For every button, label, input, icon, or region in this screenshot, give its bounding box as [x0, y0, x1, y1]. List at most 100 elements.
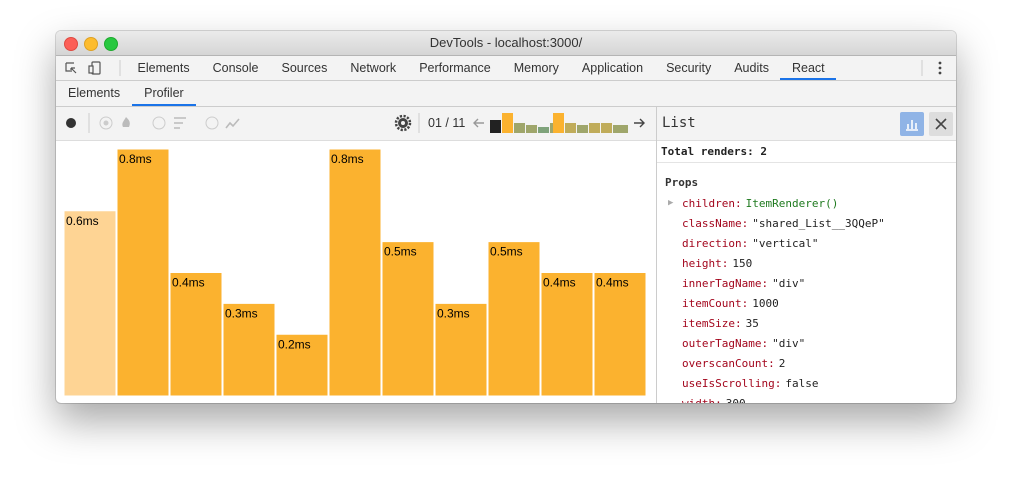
prop-name: children: [682, 197, 742, 210]
prop-name: overscanCount: [682, 357, 775, 370]
inspect-icon[interactable] [65, 62, 77, 74]
props-heading: Props [665, 176, 699, 189]
radio-dot [103, 120, 109, 126]
commit [589, 123, 600, 133]
prop-value: 150 [732, 257, 753, 270]
bar-label: 0.4ms [172, 276, 205, 290]
bar[interactable] [593, 272, 647, 397]
prop-value: false [785, 377, 819, 390]
prop-value: "div" [772, 277, 806, 290]
commit [502, 113, 513, 133]
devtools-window: DevTools - localhost:3000/ Elements Conso… [56, 31, 956, 403]
zoom-button[interactable] [104, 37, 118, 51]
bar-label: 0.8ms [119, 152, 152, 166]
bar[interactable] [487, 241, 541, 397]
profiler-toolbar: 01 / 11 [56, 107, 656, 141]
tab-list: Elements Console Sources Network Performance… [126, 56, 837, 80]
bar-label: 0.4ms [596, 276, 629, 290]
prop-name: className: [682, 217, 749, 230]
close-icon [935, 118, 947, 130]
prop-row: width: 300 [682, 397, 746, 403]
ranked-icon [174, 117, 186, 129]
sidebar-title: List [662, 115, 696, 131]
minimize-button[interactable] [84, 37, 98, 51]
commit [490, 120, 501, 133]
tab-bar: Elements Console Sources Network Performance… [56, 56, 956, 81]
prop-row: outerTagName: "div" [682, 337, 805, 350]
prop-value: 300 [726, 397, 746, 403]
tab[interactable]: Performance [419, 61, 491, 75]
prop-name: width: [682, 397, 722, 403]
tab[interactable]: Application [581, 61, 644, 75]
total-renders-value: 2 [760, 145, 767, 158]
close-button[interactable] [64, 37, 78, 51]
tab[interactable]: Audits [734, 61, 769, 75]
next-commit[interactable] [634, 118, 645, 128]
settings-hole [401, 121, 405, 125]
total-renders: Total renders: 2 [661, 145, 767, 158]
bar[interactable] [222, 302, 276, 397]
radio[interactable] [152, 116, 166, 130]
prop-value: 35 [745, 317, 759, 330]
expand-arrow[interactable]: ▶ [668, 198, 674, 208]
tab[interactable]: Console [212, 61, 259, 75]
tab[interactable]: Security [666, 61, 712, 75]
chart-icon [906, 120, 918, 131]
bar-label: 0.3ms [225, 306, 258, 320]
bar-label: 0.3ms [437, 306, 470, 320]
device-icon-small [88, 65, 94, 74]
subtab[interactable]: Elements [68, 86, 121, 100]
commit-selector[interactable] [490, 113, 628, 133]
tab[interactable]: Elements [137, 61, 190, 75]
bar[interactable] [381, 241, 435, 397]
window-title: DevTools - localhost:3000/ [429, 35, 583, 50]
prop-row: overscanCount: 2 [682, 357, 785, 370]
record-button[interactable] [66, 118, 76, 128]
commit [577, 125, 588, 133]
bar[interactable] [434, 302, 488, 397]
prop-row: className: "shared_List__3QQeP" [682, 217, 885, 230]
prop-value: "div" [772, 337, 806, 350]
tab[interactable]: Sources [281, 61, 328, 75]
bar[interactable] [540, 272, 594, 397]
bar[interactable] [275, 333, 329, 397]
prop-name: direction: [682, 237, 749, 250]
flamegraph-chart: 0.6ms 0.8ms 0.4ms 0.3ms 0.2ms 0.8ms 0.5ms 0.3ms… [63, 148, 647, 397]
prop-row: height: 150 [682, 257, 752, 270]
prop-name: outerTagName: [682, 337, 769, 350]
subtab-bar: Elements Profiler [56, 81, 956, 107]
bar[interactable] [63, 210, 117, 397]
prop-row: itemCount: 1000 [682, 297, 779, 310]
prev-commit[interactable] [473, 118, 484, 128]
commit [514, 123, 525, 133]
toolbar-icons [66, 113, 645, 133]
sidebar: List Total renders: 2 Props ▶ children: It… [656, 107, 956, 403]
prop-row: useIsScrolling: false [682, 377, 818, 390]
dot [938, 71, 942, 75]
prop-name: height: [682, 257, 729, 270]
subtab[interactable]: Profiler [132, 81, 196, 106]
prop-name: itemCount: [682, 297, 749, 310]
commit [601, 123, 612, 133]
tab[interactable]: Memory [513, 61, 559, 75]
bar[interactable] [169, 272, 223, 397]
total-renders-label: Total renders: [661, 145, 754, 158]
prop-name: useIsScrolling: [682, 377, 782, 390]
tab[interactable]: React [780, 56, 837, 80]
bar-label: 0.2ms [278, 337, 311, 351]
bar[interactable] [116, 148, 170, 397]
prop-value: ItemRenderer() [745, 197, 839, 210]
bar[interactable] [328, 148, 382, 397]
menu[interactable] [920, 56, 956, 80]
commit [613, 125, 628, 133]
bar-label: 0.5ms [490, 245, 523, 259]
commit-counter: 01 / 11 [428, 116, 466, 130]
dot [938, 66, 942, 70]
radio[interactable] [99, 116, 113, 130]
radio[interactable] [205, 116, 219, 130]
flame-icon [122, 117, 130, 127]
commit [565, 123, 576, 133]
prop-row: ▶ children: ItemRenderer() [668, 197, 839, 210]
prop-value: "vertical" [752, 237, 819, 250]
tab[interactable]: Network [350, 61, 397, 75]
